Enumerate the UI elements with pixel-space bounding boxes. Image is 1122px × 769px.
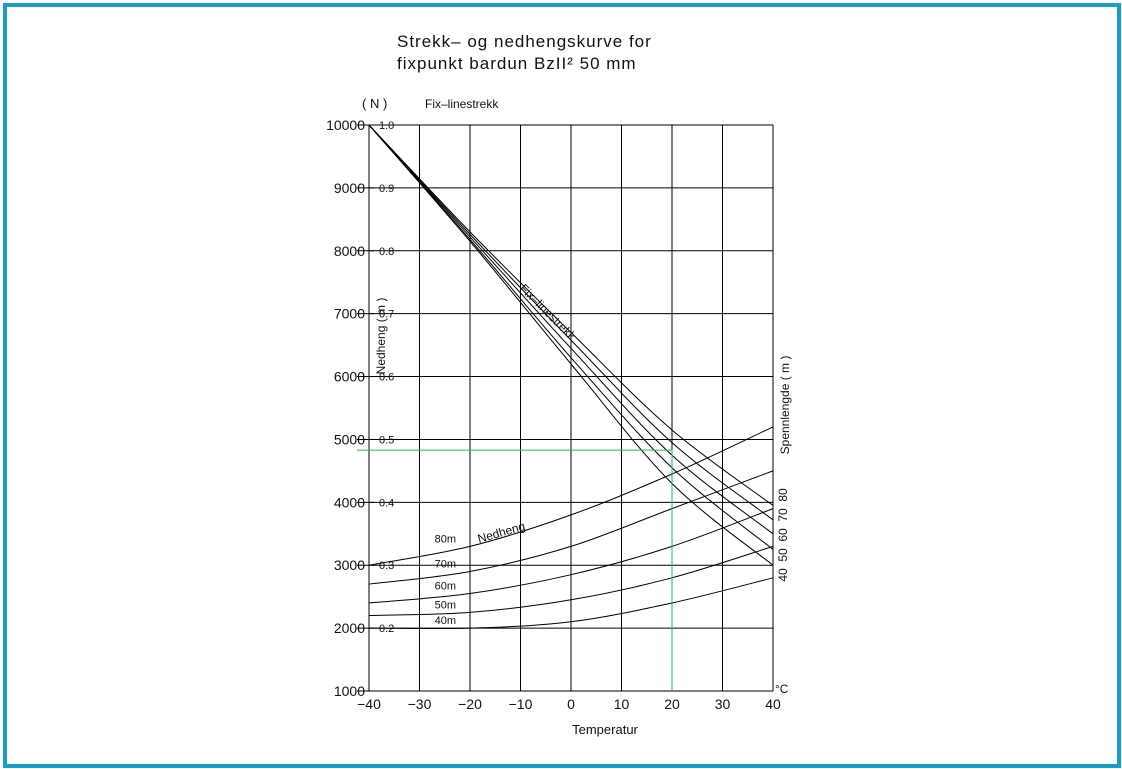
y-tick-label: 7000 [334,306,365,322]
sag-curve-label: 80m [435,533,456,545]
x-axis-label: Temperatur [572,722,638,737]
chart-title-line-1: Strekk– og nedhengskurve for [397,32,652,51]
sag-tick-label: 0.2 [379,623,394,635]
ticks: −40 −30 −20 −10 0 10 20 30 401000200030004000500… [326,117,790,712]
x-tick-label: 10 [614,696,630,712]
y-tick-label: 10000 [326,117,365,133]
sag-curve-label: Nedheng [476,519,527,546]
sag-curve-label: 70m [435,559,456,571]
figure-frame: Strekk– og nedhengskurve for fixpunkt ba… [3,3,1121,768]
reading-marker [357,449,673,691]
sag-axis-label: Nedheng ( m ) [374,298,388,375]
tension-curve-label: Fix–linestrekk [517,281,579,343]
grid [357,124,774,692]
sag-tick-label: 0.9 [379,183,394,195]
chart-title-line-2: fixpunkt bardun BzII² 50 mm [397,54,637,73]
x-tick-label: 30 [715,696,731,712]
sag-tick-label: 1.0 [379,120,394,132]
x-tick-label: −30 [408,696,432,712]
sag-tick-label: 0.8 [379,246,394,258]
y-tick-label: 3000 [334,557,365,573]
x-tick-label: −40 [357,696,381,712]
y-series-caption: Fix–linestrekk [425,97,499,111]
tension-curve-80 [368,124,774,506]
sag-curve-40m [368,577,774,630]
sag-tick-label: 0.5 [379,434,394,446]
sag-curve-label: 40m [435,615,456,627]
span-label: 80 [776,488,790,502]
curves [368,124,774,630]
y-tick-label: 9000 [334,180,365,196]
sag-curve-50m [368,545,774,616]
tension-curve-50 [368,124,774,550]
sag-tick-label: 0.7 [379,309,394,321]
span-label: 40 [776,568,790,582]
tension-curve-60 [368,124,774,535]
sag-curve-60m [368,508,774,604]
y-tick-label: 8000 [334,243,365,259]
sag-curve-80m [368,426,774,566]
x-tick-label: 0 [567,696,575,712]
x-unit-label: °C [775,682,789,696]
y-tick-label: 4000 [334,494,365,510]
tension-curve-40 [368,124,774,566]
tension-curve-70 [368,124,774,521]
sag-curve-label: 60m [435,581,456,593]
x-tick-label: 20 [664,696,680,712]
y-tick-label: 2000 [334,620,365,636]
sag-tick-label: 0.6 [379,372,394,384]
span-axis-label: Spennlengde ( m ) [778,356,792,455]
sag-curve-label: 50m [435,599,456,611]
sag-tick-label: 0.3 [379,560,394,572]
tension-sag-chart: Strekk– og nedhengskurve for fixpunkt ba… [326,32,792,737]
span-label: 50 [776,548,790,562]
x-tick-label: −10 [509,696,533,712]
labels: Strekk– og nedhengskurve for fixpunkt ba… [362,32,792,737]
x-tick-label: 40 [765,696,781,712]
y-unit-label: ( N ) [362,96,387,111]
span-label: 60 [776,528,790,542]
y-tick-label: 6000 [334,369,365,385]
y-tick-label: 5000 [334,431,365,447]
x-tick-label: −20 [458,696,482,712]
reading-marker-line [357,449,673,691]
sag-tick-label: 0.4 [379,497,394,509]
span-label: 70 [776,508,790,522]
sag-curve-70m [368,470,774,585]
y-tick-label: 1000 [334,683,365,699]
